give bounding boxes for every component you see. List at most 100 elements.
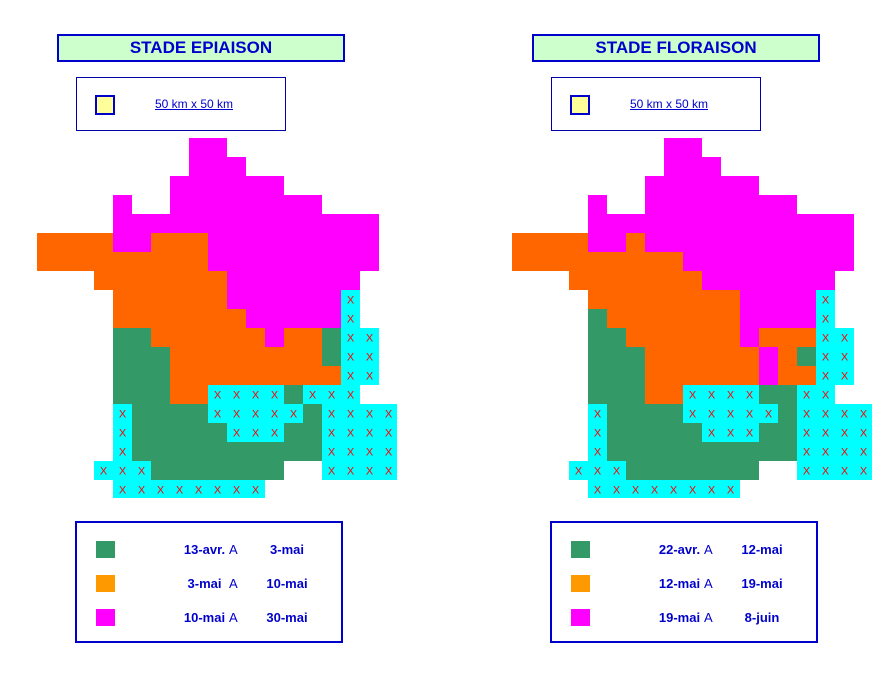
- cell-magenta: [664, 157, 683, 176]
- cell-magenta: [227, 233, 246, 252]
- cell-orange: [208, 290, 227, 309]
- cell-green: [645, 442, 664, 461]
- cell-cyan-cross: [94, 461, 113, 480]
- legend-to: 19-mai: [741, 576, 783, 591]
- cell-orange: [265, 347, 284, 366]
- cell-orange: [189, 328, 208, 347]
- cell-orange: [113, 309, 132, 328]
- cell-green: [132, 385, 151, 404]
- cell-cyan-cross: [113, 442, 132, 461]
- cell-green: [170, 404, 189, 423]
- cell-magenta: [759, 233, 778, 252]
- cell-cyan-cross: [341, 423, 360, 442]
- legend-to: 30-mai: [266, 610, 308, 625]
- cross-mark: X: [841, 333, 849, 345]
- cell-magenta: [208, 233, 227, 252]
- cell-magenta: [303, 290, 322, 309]
- cross-mark: X: [347, 409, 355, 421]
- cell-orange: [284, 347, 303, 366]
- cell-magenta: [797, 271, 816, 290]
- cell-cyan-cross: [189, 480, 208, 499]
- cell-magenta: [341, 233, 360, 252]
- cross-mark: X: [233, 390, 241, 402]
- legend-box: 13-avr. A 3-mai 3-mai A 10-mai 10-mai A …: [75, 521, 343, 643]
- cell-cyan-cross: [835, 328, 854, 347]
- cell-magenta: [778, 214, 797, 233]
- cell-orange: [170, 290, 189, 309]
- cell-green: [588, 328, 607, 347]
- cell-orange: [151, 309, 170, 328]
- cell-green: [284, 442, 303, 461]
- cell-green: [683, 461, 702, 480]
- legend-swatch-magenta: [571, 609, 590, 626]
- cell-orange: [683, 309, 702, 328]
- cell-orange: [664, 309, 683, 328]
- cell-magenta: [322, 309, 341, 328]
- cell-magenta: [265, 195, 284, 214]
- cross-mark: X: [689, 485, 697, 497]
- cell-cyan-cross: [797, 404, 816, 423]
- cell-cyan-cross: [588, 461, 607, 480]
- cross-mark: X: [271, 409, 279, 421]
- cross-mark: X: [822, 390, 830, 402]
- cell-magenta: [113, 214, 132, 233]
- cell-orange: [607, 290, 626, 309]
- cell-cyan-cross: [797, 423, 816, 442]
- cell-cyan-cross: [227, 404, 246, 423]
- cell-magenta: [664, 176, 683, 195]
- cell-green: [227, 461, 246, 480]
- cross-mark: X: [214, 390, 222, 402]
- cross-mark: X: [727, 390, 735, 402]
- cross-mark: X: [803, 409, 811, 421]
- cell-magenta: [588, 214, 607, 233]
- cross-mark: X: [841, 371, 849, 383]
- cell-orange: [683, 366, 702, 385]
- cell-green: [664, 423, 683, 442]
- cell-cyan-cross: [360, 442, 379, 461]
- cell-magenta: [341, 214, 360, 233]
- cell-green: [132, 366, 151, 385]
- cell-cyan-cross: [569, 461, 588, 480]
- cell-magenta: [322, 214, 341, 233]
- cell-green: [759, 385, 778, 404]
- cell-orange: [778, 347, 797, 366]
- cell-magenta: [360, 233, 379, 252]
- legend-sep: A: [704, 542, 713, 557]
- cell-cyan-cross: [854, 404, 873, 423]
- cell-cyan-cross: [721, 385, 740, 404]
- cell-cyan-cross: [816, 442, 835, 461]
- legend-sep: A: [704, 576, 713, 591]
- cross-mark: X: [347, 314, 355, 326]
- cell-orange: [645, 271, 664, 290]
- cell-orange: [664, 328, 683, 347]
- cell-magenta: [778, 290, 797, 309]
- cell-cyan-cross: [113, 461, 132, 480]
- cross-mark: X: [347, 333, 355, 345]
- cell-magenta: [265, 309, 284, 328]
- cell-orange: [645, 290, 664, 309]
- scale-link[interactable]: 50 km x 50 km: [155, 97, 234, 111]
- cell-green: [626, 442, 645, 461]
- cross-mark: X: [366, 352, 374, 364]
- cross-mark: X: [214, 409, 222, 421]
- cell-orange: [56, 252, 75, 271]
- cell-cyan-cross: [702, 480, 721, 499]
- cell-magenta: [322, 233, 341, 252]
- cross-mark: X: [385, 428, 393, 440]
- cell-orange: [607, 252, 626, 271]
- cell-cyan-cross: [588, 480, 607, 499]
- cell-green: [607, 385, 626, 404]
- cell-green: [588, 366, 607, 385]
- cell-green: [151, 404, 170, 423]
- cell-green: [797, 347, 816, 366]
- scale-link[interactable]: 50 km x 50 km: [630, 97, 709, 111]
- cell-cyan-cross: [702, 385, 721, 404]
- cell-magenta: [246, 271, 265, 290]
- cell-magenta: [246, 214, 265, 233]
- cell-magenta: [227, 214, 246, 233]
- cross-mark: X: [765, 409, 773, 421]
- cell-cyan-cross: [132, 461, 151, 480]
- cell-green: [170, 461, 189, 480]
